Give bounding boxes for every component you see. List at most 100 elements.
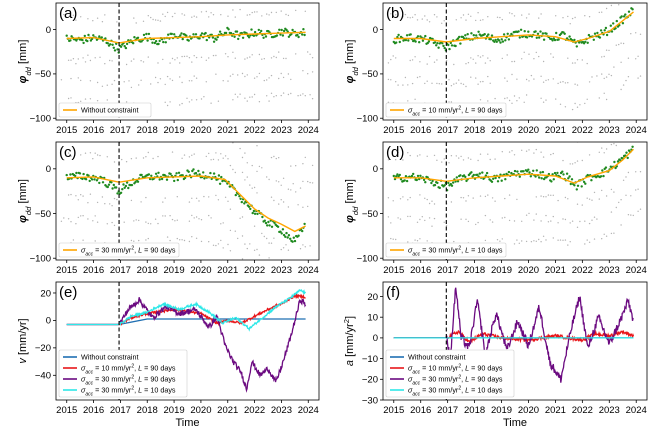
gray-point bbox=[181, 13, 183, 15]
green-point bbox=[522, 170, 525, 173]
panel-c: 2015 2016 2017 2018 2019 2020 2021 2022 2023 2024… bbox=[17, 111, 320, 276]
legend-label: σacc = 10 mm/yr2, L = 90 days bbox=[408, 106, 503, 118]
green-point bbox=[433, 41, 437, 44]
gray-point bbox=[395, 159, 397, 161]
gray-point bbox=[491, 197, 494, 199]
green-point bbox=[297, 35, 300, 39]
gray-point bbox=[183, 239, 186, 242]
gray-point bbox=[615, 144, 617, 147]
green-point bbox=[176, 178, 179, 182]
gray-point bbox=[436, 82, 438, 85]
green-point bbox=[115, 186, 118, 189]
gray-point bbox=[287, 73, 290, 75]
gray-point bbox=[586, 62, 588, 65]
gray-point bbox=[387, 101, 390, 104]
green-point bbox=[197, 169, 200, 173]
green-point bbox=[455, 176, 458, 179]
gray-point bbox=[421, 18, 423, 20]
green-point bbox=[481, 171, 484, 174]
gray-point bbox=[387, 159, 390, 161]
gray-point bbox=[186, 136, 187, 137]
gray-point bbox=[299, 187, 302, 189]
legend-box bbox=[58, 349, 188, 398]
gray-point bbox=[487, 194, 489, 196]
green-point bbox=[436, 42, 439, 45]
gray-point bbox=[639, 33, 642, 35]
gray-point bbox=[475, 137, 476, 138]
gray-point bbox=[309, 94, 311, 96]
x-tick-label: 2022 bbox=[244, 125, 265, 136]
gray-point bbox=[426, 240, 428, 242]
green-point bbox=[154, 40, 158, 43]
x-tick-label: 2021 bbox=[545, 405, 566, 416]
gray-point bbox=[275, 11, 277, 14]
green-point bbox=[397, 33, 400, 37]
green-point bbox=[396, 173, 399, 176]
gray-point bbox=[516, 78, 518, 80]
gray-point bbox=[278, 157, 280, 159]
gray-point bbox=[417, 137, 418, 138]
gray-point bbox=[311, 71, 314, 73]
gray-point bbox=[419, 194, 421, 196]
gray-point bbox=[111, 83, 113, 86]
gray-point bbox=[559, 103, 562, 106]
green-point bbox=[447, 181, 450, 185]
gray-point bbox=[229, 229, 232, 232]
y-tick-label: −50 bbox=[362, 69, 378, 80]
gray-point bbox=[280, 248, 282, 251]
gray-point bbox=[80, 215, 82, 217]
green-point bbox=[415, 178, 418, 182]
green-point bbox=[490, 180, 494, 183]
gray-point bbox=[564, 196, 567, 199]
gray-point bbox=[208, 16, 210, 18]
green-point bbox=[253, 30, 257, 34]
gray-point bbox=[278, 51, 280, 53]
gray-point bbox=[395, 57, 397, 59]
gray-point bbox=[387, 197, 390, 199]
gray-point bbox=[249, 14, 251, 16]
gray-point bbox=[84, 98, 87, 100]
green-point bbox=[130, 183, 134, 187]
gray-point bbox=[191, 80, 193, 82]
green-point bbox=[151, 41, 154, 44]
gray-point bbox=[620, 88, 622, 91]
gray-point bbox=[157, 222, 159, 225]
gray-point bbox=[479, 99, 482, 101]
gray-point bbox=[222, 247, 224, 249]
gray-point bbox=[579, 220, 581, 223]
green-point bbox=[169, 172, 172, 176]
panel-label: (a) bbox=[59, 5, 77, 22]
gray-point bbox=[237, 96, 239, 98]
gray-point bbox=[550, 107, 551, 108]
gray-point bbox=[559, 239, 562, 241]
gray-point bbox=[407, 199, 409, 201]
gray-point bbox=[232, 73, 234, 76]
gray-point bbox=[528, 13, 530, 15]
gray-point bbox=[564, 239, 567, 241]
legend-box bbox=[58, 242, 180, 258]
green-point bbox=[472, 173, 475, 177]
gray-point bbox=[494, 158, 496, 160]
gray-point bbox=[196, 111, 197, 112]
gray-point bbox=[307, 205, 309, 208]
gray-point bbox=[533, 219, 535, 221]
gray-point bbox=[188, 156, 191, 158]
green-point bbox=[470, 32, 473, 35]
gray-point bbox=[639, 75, 642, 77]
green-point bbox=[113, 49, 117, 52]
gray-point bbox=[414, 239, 416, 241]
gray-point bbox=[409, 59, 411, 62]
y-tick-label: −50 bbox=[35, 69, 51, 80]
gray-point bbox=[290, 78, 292, 81]
axes-frame bbox=[55, 281, 320, 401]
gray-point bbox=[542, 196, 545, 198]
gray-point bbox=[538, 17, 540, 19]
panel-a: 2015 2016 2017 2018 2019 2020 2021 2022 2023 2024… bbox=[17, 2, 320, 136]
gray-point bbox=[121, 138, 122, 139]
gray-point bbox=[407, 16, 409, 19]
gray-point bbox=[171, 79, 174, 82]
green-point bbox=[404, 175, 408, 178]
gray-point bbox=[514, 108, 515, 109]
gray-point bbox=[210, 102, 212, 104]
x-tick-label: 2024 bbox=[298, 125, 319, 136]
